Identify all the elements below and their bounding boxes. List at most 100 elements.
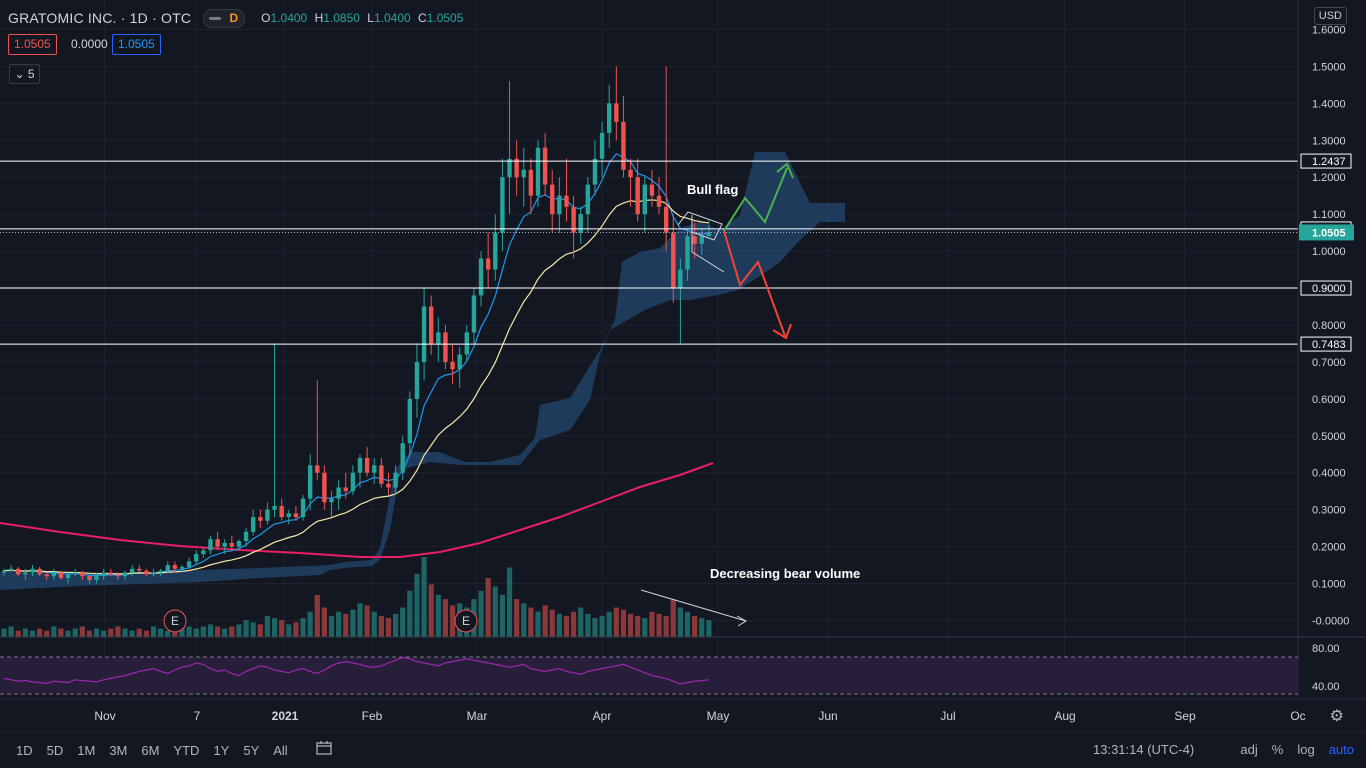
price-tick-label: -0.0000 [1312, 616, 1349, 628]
volume-bar [172, 628, 178, 637]
auto-toggle[interactable]: auto [1328, 742, 1354, 757]
clock-timezone[interactable]: 13:31:14 (UTC-4) [1093, 742, 1195, 757]
volume-bar [350, 609, 356, 637]
volume-bar [606, 611, 612, 637]
candle-body [699, 236, 704, 244]
settings-gear-icon[interactable]: ⚙ [1329, 708, 1344, 725]
volume-trend-arrow [640, 589, 747, 622]
rsi-band [0, 657, 1298, 694]
time-tick-label: 7 [194, 709, 201, 723]
candle-body [165, 565, 170, 571]
volume-bar [143, 630, 149, 637]
price-tick-label: 0.9000 [1312, 283, 1346, 295]
currency-badge[interactable]: USD [1313, 7, 1347, 25]
volume-bar [656, 613, 662, 637]
candle-body [514, 158, 519, 178]
candle-body [507, 158, 512, 178]
level-label-box [1300, 280, 1352, 296]
rsi-tick-label: 40.00 [1312, 681, 1340, 693]
date-range-calendar-icon[interactable] [316, 741, 332, 755]
candle-body [251, 517, 256, 532]
candle-body [372, 465, 377, 473]
candle-body [115, 574, 121, 577]
volume-bar [535, 611, 541, 637]
candle-body [172, 565, 178, 569]
volume-bar [129, 630, 135, 637]
candle-body [51, 572, 57, 577]
timeframe-1y[interactable]: 1Y [213, 742, 230, 758]
spread-value: 0.0000 [71, 37, 108, 51]
volume-bar [215, 626, 221, 637]
timeframe-3m[interactable]: 3M [109, 742, 128, 758]
volume-bar [563, 615, 570, 637]
buy-price-box[interactable]: 1.0505 [112, 34, 161, 55]
volume-bar [222, 628, 228, 637]
candle-body [692, 236, 697, 244]
log-toggle[interactable]: log [1297, 742, 1315, 757]
price-tick-label: 1.3000 [1312, 135, 1346, 147]
volume-bar [93, 628, 100, 637]
candle-body [635, 177, 640, 215]
timeframe-all[interactable]: All [273, 742, 288, 758]
interval-toggle[interactable]: D [203, 8, 246, 28]
volume-bar [478, 590, 484, 637]
candle-body [550, 184, 555, 215]
time-tick-label: Sep [1174, 709, 1196, 723]
timeframe-6m[interactable]: 6M [141, 742, 160, 758]
candle-body [236, 541, 242, 547]
candle-body [685, 236, 690, 270]
candle-body [464, 332, 469, 355]
candle-body [30, 568, 35, 573]
low-value: 1.0400 [373, 11, 411, 25]
sell-price-box[interactable]: 1.0505 [8, 34, 57, 55]
candle-body [137, 568, 142, 571]
volume-bar [364, 605, 370, 637]
volume-bar [165, 630, 171, 637]
candle-body [229, 542, 235, 547]
low-label: L [367, 11, 374, 25]
candle-body [443, 332, 448, 362]
candle-body [23, 572, 28, 575]
volume-bar [243, 620, 249, 637]
time-tick-label: Apr [593, 709, 612, 723]
candle-body [578, 214, 583, 233]
candle-body [706, 232, 712, 237]
candle-body [350, 472, 356, 492]
price-tick-label: 0.2000 [1312, 542, 1346, 554]
volume-bar [200, 626, 206, 637]
open-value: 1.0400 [270, 11, 308, 25]
candle-body [436, 332, 441, 344]
candle-body [8, 568, 14, 571]
percent-toggle[interactable]: % [1271, 742, 1284, 757]
level-label: 0.7483 [1312, 339, 1346, 351]
volume-bar [449, 605, 456, 637]
candle-body [607, 103, 612, 133]
price-tick-label: 1.4000 [1312, 98, 1346, 110]
candle-body [450, 361, 455, 370]
candle-body [642, 184, 647, 215]
volume-bar [29, 630, 36, 637]
candle-body [656, 195, 662, 207]
volume-bar [371, 611, 377, 637]
candle-body [478, 258, 484, 296]
volume-bar [677, 607, 683, 637]
timeframe-1d[interactable]: 1D [16, 742, 33, 758]
volume-bar [435, 594, 441, 637]
adj-toggle[interactable]: adj [1240, 742, 1258, 757]
interval-badge: D [229, 10, 239, 25]
long-moving-average-line [0, 462, 714, 558]
volume-bar [229, 626, 235, 637]
indicators-toggle[interactable]: ⌄ 5 [9, 64, 40, 84]
timeframe-1m[interactable]: 1M [77, 742, 96, 758]
volume-bar [300, 618, 306, 637]
toggle-dash-icon [209, 16, 222, 20]
timeframe-5y[interactable]: 5Y [243, 742, 260, 758]
price-chart[interactable]: 1.24371.06000.90000.74831.05051.60001.50… [0, 0, 1366, 732]
volume-bar [542, 605, 548, 637]
symbol-title[interactable]: GRATOMIC INC. · 1D · OTC [8, 10, 192, 26]
timeframe-ytd[interactable]: YTD [173, 742, 200, 758]
earnings-marker-label: E [462, 614, 470, 628]
candle-body [386, 483, 391, 488]
timeframe-5d[interactable]: 5D [46, 742, 64, 758]
volume-bar [279, 620, 285, 637]
